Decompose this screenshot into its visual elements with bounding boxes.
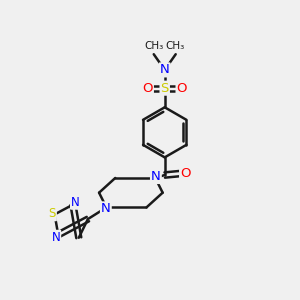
Text: S: S: [49, 207, 56, 220]
Text: N: N: [160, 63, 169, 76]
Text: CH₃: CH₃: [166, 41, 185, 51]
Text: N: N: [52, 231, 60, 244]
Text: O: O: [142, 82, 153, 95]
Text: N: N: [71, 196, 80, 209]
Text: N: N: [151, 170, 161, 183]
Text: O: O: [180, 167, 190, 180]
Text: O: O: [176, 82, 187, 95]
Text: CH₃: CH₃: [145, 41, 164, 51]
Text: N: N: [101, 202, 111, 215]
Text: S: S: [160, 82, 169, 95]
